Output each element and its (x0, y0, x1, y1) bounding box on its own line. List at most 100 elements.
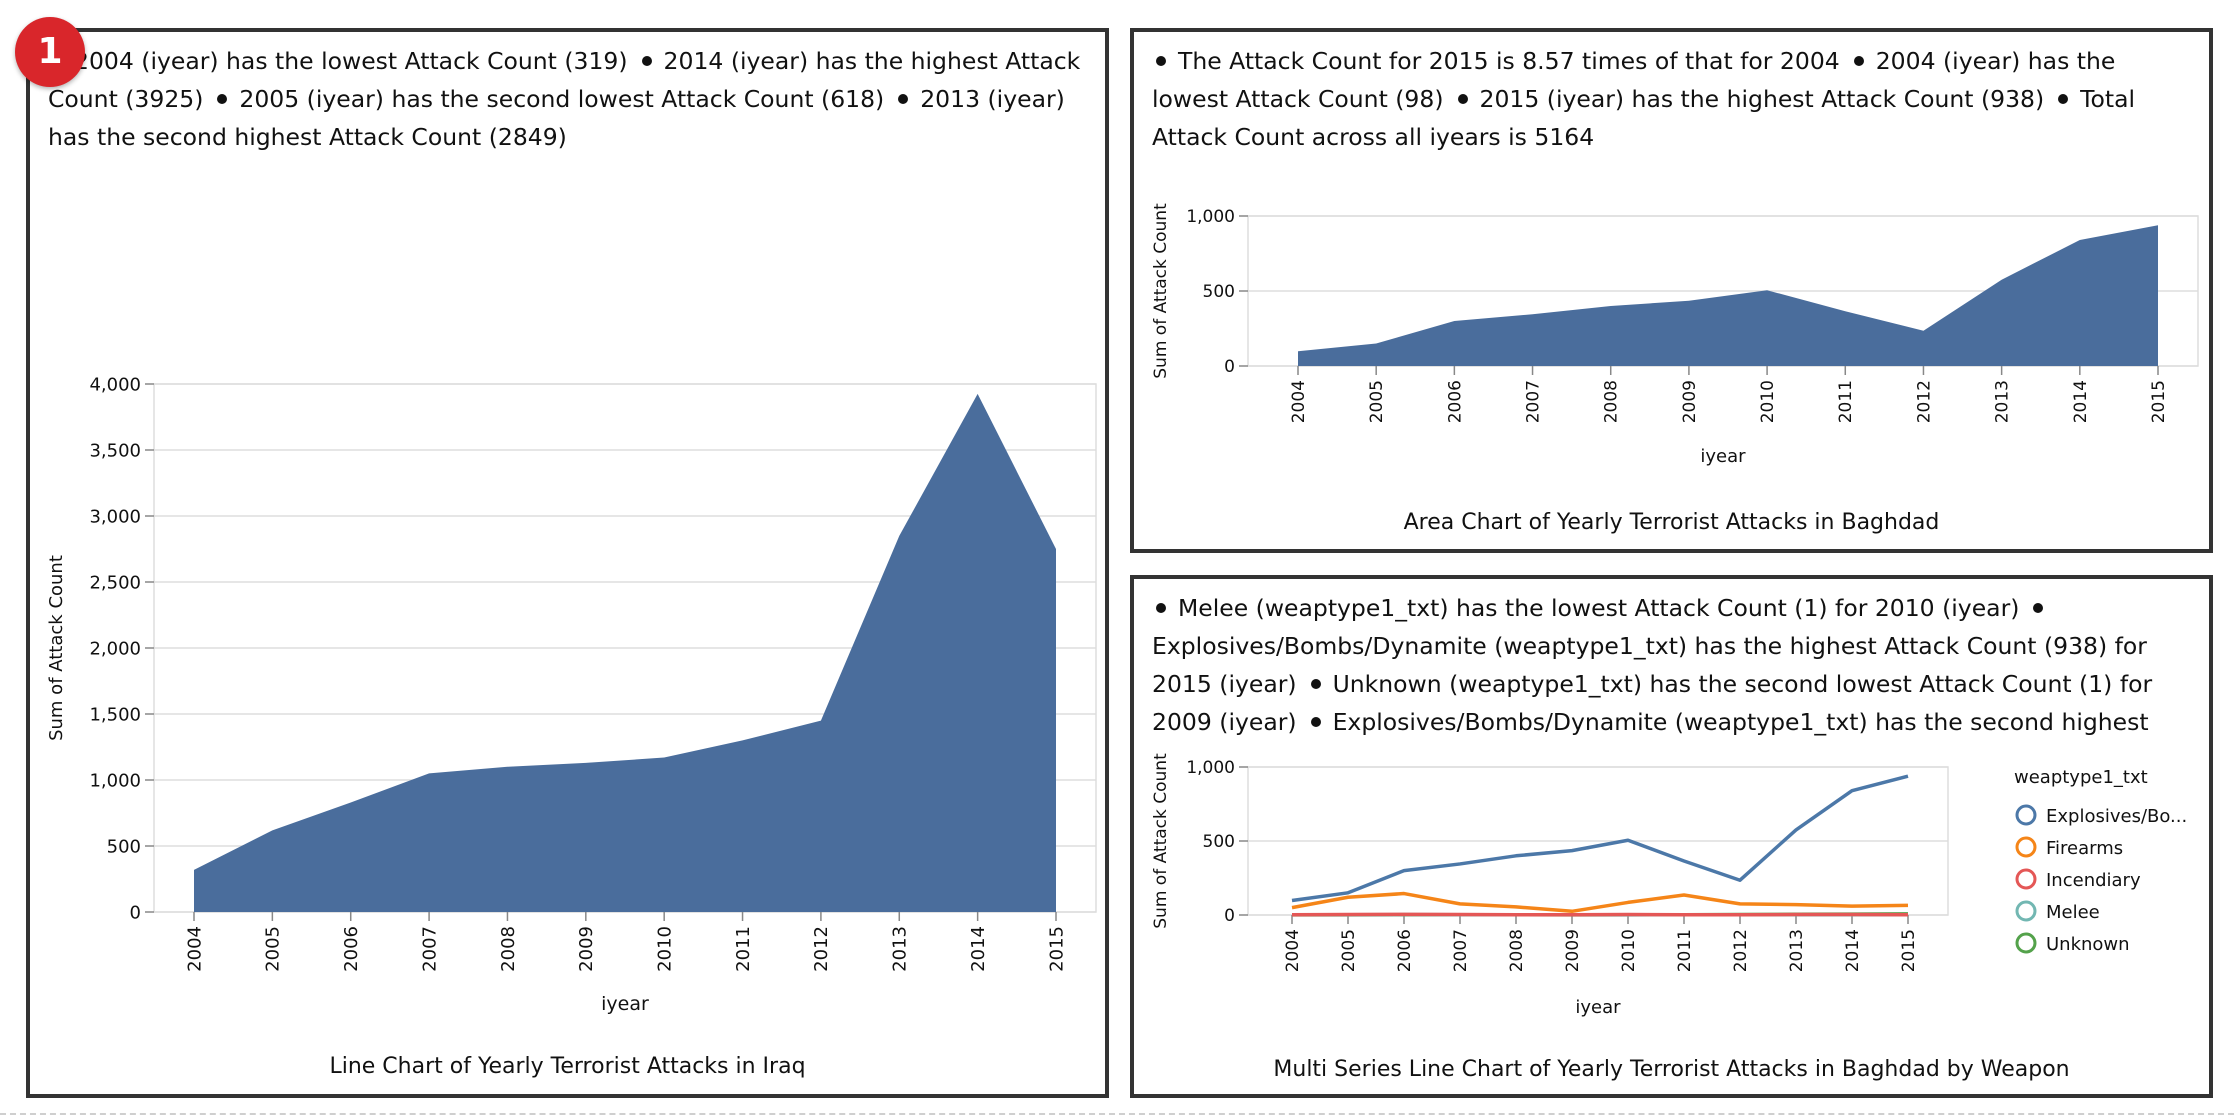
data-point (349, 800, 353, 804)
bullet-icon (1310, 678, 1321, 689)
y-tick-label: 0 (1224, 906, 1235, 926)
x-tick-label: 2007 (1523, 380, 1543, 423)
bullet-icon (1310, 716, 1321, 727)
y-tick-label: 4,000 (89, 374, 141, 395)
y-tick-label: 2,500 (89, 572, 141, 593)
series-line (1291, 891, 1909, 914)
y-tick-label: 3,500 (89, 440, 141, 461)
bullet-icon (2058, 93, 2069, 104)
insights-text: The Attack Count for 2015 is 8.57 times … (1152, 42, 2195, 156)
data-point (1843, 309, 1847, 313)
bullet-icon (1457, 93, 1468, 104)
divider (0, 1113, 2234, 1115)
y-axis-title: Sum of Attack Count (46, 555, 67, 741)
bullet-icon (1156, 602, 1166, 613)
bullet-icon (898, 93, 909, 104)
data-point (1531, 312, 1535, 316)
x-tick-label: 2005 (1367, 380, 1387, 423)
legend-symbol-icon (2015, 932, 2037, 954)
chart-title: Line Chart of Yearly Terrorist Attacks i… (329, 1054, 806, 1079)
x-tick-label: 2011 (733, 926, 754, 972)
multi-line-chart-baghdad: 0 500 1,000 2004 2005 2006 2007 2008 2009 2010 201… (1151, 753, 2187, 1018)
data-point (976, 392, 980, 396)
x-tick-label: 2007 (419, 926, 440, 972)
x-tick-label: 2011 (1836, 380, 1856, 423)
legend-label: Melee (2046, 902, 2100, 923)
data-point (1374, 342, 1378, 346)
x-tick-label: 2013 (1993, 380, 2013, 423)
insight: Explosives/Bombs/Dynamite (weaptype1_txt… (1332, 708, 2149, 736)
x-tick-label: 2013 (1787, 929, 1807, 972)
data-point (505, 765, 509, 769)
x-tick-label: 2009 (1563, 929, 1583, 972)
insight: Melee (weaptype1_txt) has the lowest Att… (1178, 594, 2020, 622)
legend-label: Unknown (2046, 934, 2130, 955)
x-tick-label: 2010 (654, 926, 675, 972)
x-tick-label: 2004 (1289, 380, 1309, 423)
legend-symbol-icon (2015, 836, 2037, 858)
x-tick-label: 2006 (1395, 929, 1415, 972)
x-axis-title: iyear (601, 993, 649, 1015)
x-tick-label: 2015 (2149, 380, 2169, 423)
y-tick-label: 3,000 (89, 506, 141, 527)
bullet-icon (1853, 55, 1864, 66)
data-point (270, 828, 274, 832)
x-tick-label: 2006 (341, 926, 362, 972)
area-mark (1298, 225, 2158, 366)
insight: 2014 (iyear) has the highest Attack Coun… (48, 47, 1081, 113)
y-tick-label: 500 (107, 836, 141, 857)
legend-label: Explosives/Bo... (2046, 806, 2187, 827)
y-tick-label: 0 (1224, 357, 1235, 377)
data-point (1687, 299, 1691, 303)
y-tick-label: 1,500 (89, 704, 141, 725)
x-tick-label: 2014 (1843, 929, 1863, 972)
data-point (2078, 238, 2082, 242)
x-tick-label: 2015 (1899, 929, 1919, 972)
x-tick-label: 2008 (498, 926, 519, 972)
step-badge: 1 (15, 17, 85, 87)
panel-baghdad-weapon-lines: Melee (weaptype1_txt) has the lowest Att… (1130, 575, 2213, 1098)
insight: 2004 (iyear) has the lowest Attack Count… (1152, 47, 2116, 113)
chart-title: Area Chart of Yearly Terrorist Attacks i… (1403, 510, 1940, 535)
insight: Total Attack Count across all iyears is … (1152, 85, 2136, 151)
legend-symbol-icon (2015, 868, 2037, 890)
data-point (1296, 349, 1300, 353)
x-tick-label: 2008 (1507, 929, 1527, 972)
x-tick-label: 2012 (811, 926, 832, 972)
x-tick-label: 2010 (1758, 380, 1778, 423)
chart-title: Multi Series Line Chart of Yearly Terror… (1273, 1057, 2070, 1082)
data-point (897, 534, 901, 538)
data-point (1921, 329, 1925, 333)
data-point (2156, 223, 2160, 227)
data-point (1054, 547, 1058, 551)
data-point (1609, 304, 1613, 308)
x-tick-label: 2011 (1675, 929, 1695, 972)
data-point (1452, 319, 1456, 323)
y-tick-label: 500 (1203, 832, 1235, 852)
insight: 2004 (iyear) has the lowest Attack Count… (74, 47, 628, 75)
x-tick-label: 2009 (576, 926, 597, 972)
x-tick-label: 2009 (1680, 380, 1700, 423)
insight: The Attack Count for 2015 is 8.57 times … (1178, 47, 1840, 75)
y-tick-label: 1,000 (1186, 207, 1235, 227)
y-tick-label: 2,000 (89, 638, 141, 659)
data-point (427, 771, 431, 775)
y-tick-label: 500 (1203, 282, 1235, 302)
x-tick-label: 2014 (2071, 380, 2091, 423)
x-tick-label: 2005 (263, 926, 284, 972)
data-point (819, 719, 823, 723)
data-point (662, 756, 666, 760)
data-point (1765, 288, 1769, 292)
x-tick-label: 2007 (1451, 929, 1471, 972)
insight: Unknown (weaptype1_txt) has the second l… (1152, 670, 2153, 736)
legend-symbol-icon (2015, 900, 2037, 922)
insights-text: 2004 (iyear) has the lowest Attack Count… (48, 42, 1091, 156)
insight: Explosives/Bombs/Dynamite (weaptype1_txt… (1152, 632, 2147, 698)
panel-iraq-area-chart: 2004 (iyear) has the lowest Attack Count… (26, 28, 1109, 1098)
x-axis-title: iyear (1575, 997, 1621, 1018)
data-point (584, 761, 588, 765)
bullet-icon (641, 55, 652, 66)
data-point (741, 738, 745, 742)
y-axis-title: Sum of Attack Count (1151, 203, 1171, 379)
x-tick-label: 2015 (1046, 926, 1067, 972)
